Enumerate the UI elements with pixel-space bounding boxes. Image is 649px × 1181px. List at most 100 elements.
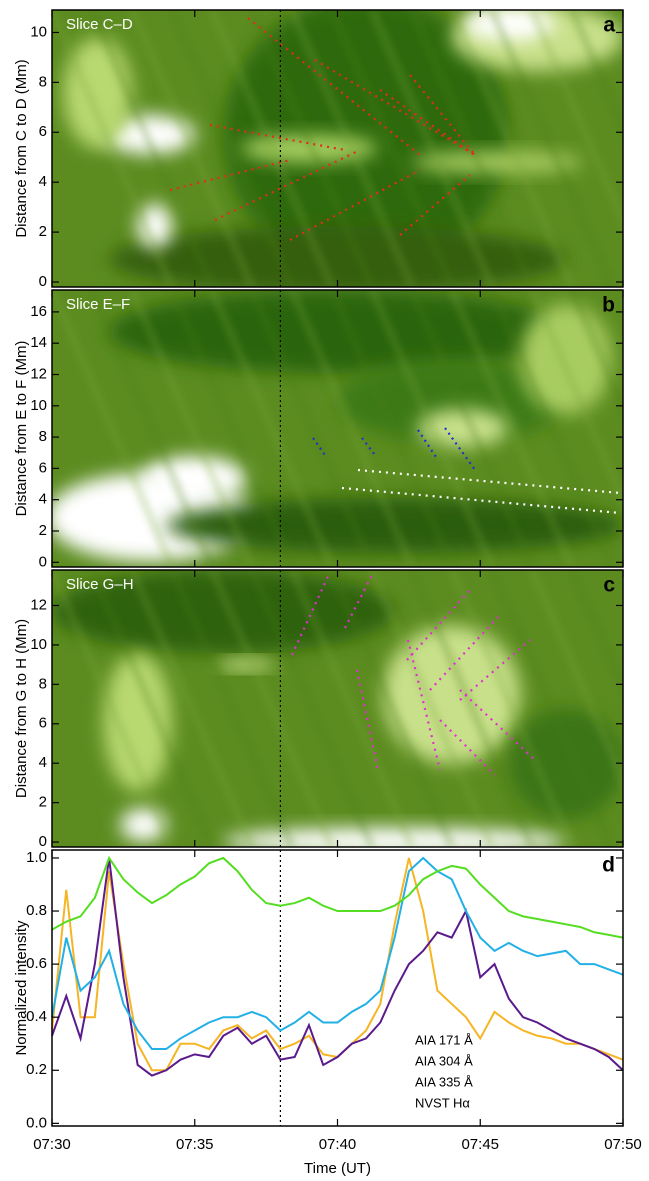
y-tick-label: 4 (39, 491, 47, 508)
y-tick-label: 6 (39, 715, 47, 732)
y-tick-label: 0.0 (26, 1114, 47, 1131)
image-streak (409, 10, 535, 287)
image-streak (209, 570, 335, 847)
image-panel (52, 10, 623, 287)
image-streak (249, 10, 375, 287)
y-tick-label: 10 (30, 23, 47, 40)
y-tick-label: 12 (30, 596, 47, 613)
y-tick-label: 0 (39, 273, 47, 290)
y-tick-label: 10 (30, 397, 47, 414)
image-streak (369, 570, 495, 847)
legend-label: AIA 335 Å (415, 1074, 473, 1089)
image-streak (489, 290, 615, 567)
x-axis-title: Time (UT) (304, 1160, 371, 1177)
y-tick-label: 12 (30, 365, 47, 382)
image-streak (289, 10, 415, 287)
image-streak (489, 570, 615, 847)
image-streak (169, 570, 295, 847)
image-streak (449, 290, 575, 567)
image-streak (529, 10, 623, 228)
image-feature (143, 456, 247, 501)
image-streak (209, 10, 335, 287)
image-streak (289, 290, 415, 567)
image-streak (249, 290, 375, 567)
y-tick-label: 0.4 (26, 1008, 47, 1025)
y-axis-title: Distance from E to F (Mm) (13, 341, 30, 517)
image-feature (383, 625, 521, 764)
image-streak (529, 570, 623, 788)
y-tick-label: 0.2 (26, 1061, 47, 1078)
legend-label: AIA 304 Å (415, 1053, 473, 1068)
image-streak (89, 570, 215, 847)
image-streak (449, 570, 575, 847)
x-tick-label: 07:50 (604, 1136, 642, 1153)
image-feature (217, 658, 275, 670)
y-tick-label: 6 (39, 459, 47, 476)
image-streak (369, 10, 495, 287)
overlays (169, 17, 621, 776)
magenta-tracks (290, 571, 536, 776)
image-streak (569, 570, 623, 696)
image-feature (137, 203, 172, 249)
image-streak (52, 570, 175, 847)
y-axis-title: Normalized intensity (13, 920, 30, 1056)
red-tracks (169, 17, 476, 241)
image-streak (409, 570, 535, 847)
y-axis-title: Distance from G to H (Mm) (13, 619, 30, 798)
y-tick-label: 8 (39, 428, 47, 445)
series-line (51, 857, 624, 1077)
image-panel (52, 290, 623, 567)
image-panel (52, 570, 623, 847)
image-streak (169, 10, 295, 287)
x-tick-label: 07:30 (33, 1136, 71, 1153)
image-streak (289, 570, 415, 847)
series-line (51, 855, 624, 939)
image-streak (329, 290, 455, 567)
y-axis-title: Distance from C to D (Mm) (13, 59, 30, 237)
image-streak (129, 10, 255, 287)
image-feature (508, 708, 623, 820)
images (52, 10, 623, 847)
y-tick-label: 0 (39, 553, 47, 570)
y-tick-label: 0 (39, 833, 47, 850)
image-feature (417, 409, 509, 448)
panel-label: a (603, 14, 615, 37)
slice-label: Slice C–D (66, 16, 133, 33)
image-streak (169, 290, 295, 567)
panel-label: d (602, 854, 615, 877)
slice-label: Slice G–H (66, 576, 134, 593)
y-tick-label: 4 (39, 754, 47, 771)
y-tick-label: 14 (30, 334, 47, 351)
y-tick-label: 4 (39, 173, 47, 190)
y-tick-label: 16 (30, 303, 47, 320)
y-tick-label: 2 (39, 223, 47, 240)
image-feature (52, 570, 395, 654)
image-streak (569, 290, 623, 416)
legend-label: AIA 171 Å (415, 1032, 473, 1047)
image-streak (369, 290, 495, 567)
y-tick-label: 6 (39, 123, 47, 140)
image-feature (520, 303, 612, 415)
image-streak (449, 10, 575, 287)
image-feature (120, 808, 167, 842)
x-tick-label: 07:40 (319, 1136, 357, 1153)
image-streak (52, 290, 175, 567)
y-tick-label: 10 (30, 636, 47, 653)
image-streak (129, 570, 255, 847)
legend-label: NVST Hα (415, 1095, 470, 1110)
y-tick-label: 0.6 (26, 955, 47, 972)
image-streak (89, 290, 215, 567)
image-streak (329, 570, 455, 847)
image-feature (223, 827, 566, 847)
image-streak (52, 10, 175, 287)
y-tick-label: 8 (39, 73, 47, 90)
image-streak (329, 10, 455, 287)
image-streak (569, 10, 623, 136)
image-feature (463, 10, 555, 41)
x-tick-label: 07:35 (176, 1136, 214, 1153)
y-tick-label: 8 (39, 675, 47, 692)
y-tick-label: 2 (39, 522, 47, 539)
image-feature (103, 653, 172, 792)
image-streak (89, 10, 215, 287)
